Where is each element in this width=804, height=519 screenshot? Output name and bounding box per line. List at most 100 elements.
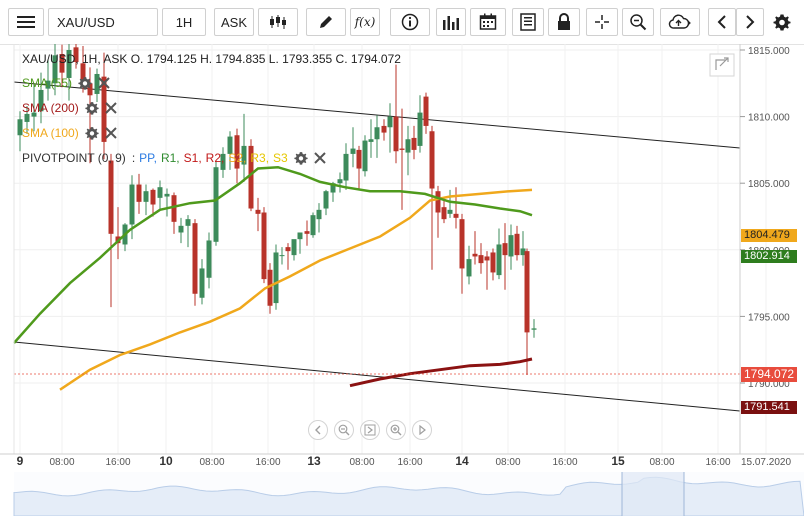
candle [502,223,508,290]
price-label: 1795.000 [748,312,790,323]
symbol-selector[interactable]: XAU/USD [48,8,158,36]
indicator-pivotpoint[interactable]: PIVOTPOINT (0, 9) : PP, R1, S1, R2, S2, … [22,151,326,165]
gear-icon[interactable] [294,151,308,165]
zoom-in-button[interactable] [386,420,406,440]
lock-button[interactable] [548,8,580,36]
sma100-price-tag: 1804.479 [741,229,797,242]
close-icon[interactable] [104,102,117,114]
candle [466,245,472,285]
document-icon [520,13,536,31]
sma200-line [349,357,533,388]
gear-icon[interactable] [85,101,99,115]
candle [435,185,441,238]
timeframe-button[interactable]: 1H [162,8,206,36]
chevron-left-icon [315,425,321,435]
candle [279,247,285,265]
scroll-forward-button[interactable] [412,420,432,440]
indicator-label: SMA (100) [22,126,79,140]
candle [323,189,329,216]
price-type-button[interactable]: ASK [214,8,254,36]
gear-icon[interactable] [85,126,99,140]
candle [101,52,107,160]
candle [362,135,368,177]
pivot-r2: R2, [205,151,225,165]
expand-button[interactable] [709,53,735,77]
candle [393,64,399,164]
chart-area[interactable]: 1815.0001810.0001805.0001800.0001795.000… [0,34,804,517]
candle [213,160,219,246]
info-button[interactable] [390,8,430,36]
indicator-sma55[interactable]: SMA (55) [22,76,110,90]
indicators-button[interactable] [436,8,466,36]
scroll-back-button[interactable] [308,420,328,440]
zoom-button[interactable] [622,8,654,36]
reset-button[interactable] [360,420,380,440]
candle [478,243,484,274]
candle [399,108,405,210]
indicator-label: SMA (200) [22,101,79,115]
candle [192,219,198,306]
candle [429,125,435,270]
timeframe-label: 1H [175,14,193,30]
reset-icon [364,424,376,436]
menu-button[interactable] [8,8,44,36]
candle [52,39,58,96]
crosshair-button[interactable] [586,8,618,36]
price-type-label: ASK [220,14,247,30]
candle [17,111,23,152]
settings-button[interactable] [768,8,796,36]
close-icon[interactable] [314,152,326,164]
scroll-right-button[interactable] [736,8,764,36]
gear-icon[interactable] [78,76,92,90]
indicator-label: SMA (55) [22,76,73,90]
candle [350,127,356,168]
price-label: 1815.000 [748,46,790,57]
news-button[interactable] [512,8,544,36]
price-label: 1790.000 [748,379,790,390]
close-icon[interactable] [98,77,110,89]
play-icon [419,425,426,435]
candle [417,95,423,153]
pivot-r3: R3, [250,151,270,165]
candle [199,259,205,305]
chart-type-button[interactable] [258,8,298,36]
zoom-out-button[interactable] [334,420,354,440]
candle [484,251,490,290]
candle [447,189,453,218]
candle [520,231,526,266]
upload-button[interactable] [660,8,700,36]
navigator-window[interactable] [622,472,684,516]
zoom-in-icon [390,424,402,436]
sma100-line [59,188,533,391]
time-label: 14 [455,454,469,468]
candle [291,239,297,261]
navigator-strip[interactable] [13,472,804,517]
bar-chart-icon [443,16,459,30]
pivot-s3: S3 [273,151,288,165]
draw-tool-button[interactable] [306,8,346,36]
functions-button[interactable]: f(x) [350,8,380,36]
calendar-button[interactable] [470,8,506,36]
price-label: 1805.000 [748,179,790,190]
candle [368,119,374,158]
indicator-sma100[interactable]: SMA (100) [22,126,117,140]
channel-lower-line[interactable] [13,341,741,412]
close-icon[interactable] [104,127,117,139]
scroll-left-button[interactable] [708,8,736,36]
hamburger-icon [17,16,35,28]
candle [31,83,37,132]
time-label: 08:00 [649,457,674,468]
last-price-tag: 1794.072 [741,367,797,382]
pivot-pp: PP, [139,151,157,165]
candle [531,319,537,338]
indicator-sma200[interactable]: SMA (200) [22,101,117,115]
candle [304,220,310,246]
candle [459,213,465,294]
chart-navigation [308,420,432,440]
candle [38,72,44,124]
candle [136,173,142,214]
price-chart[interactable]: 1815.0001810.0001805.0001800.0001795.000… [0,34,804,517]
candle [220,147,226,178]
candle [59,44,65,88]
channel-upper-line[interactable] [13,81,741,149]
